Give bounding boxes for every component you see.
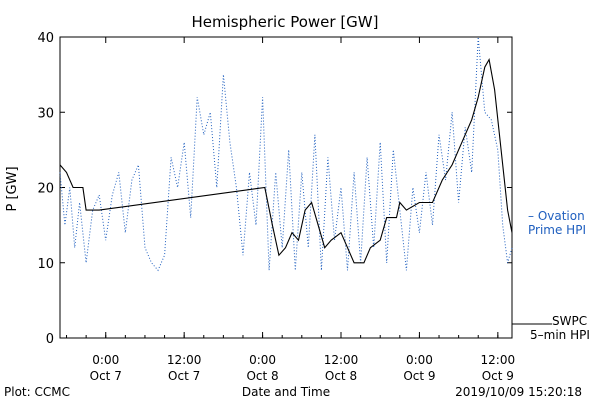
x-tick-label-time: 0:00: [92, 353, 119, 367]
x-tick-label-time: 0:00: [249, 353, 276, 367]
x-tick-label-date: Oct 8: [246, 369, 278, 383]
chart-title: Hemispheric Power [GW]: [192, 13, 379, 31]
x-tick-label-date: Oct 9: [482, 369, 514, 383]
x-axis-ticks: 0:00 Oct 7 12:00 Oct 7 0:00 Oct 8 12:00 Oct 8 0:…: [66, 37, 516, 383]
y-tick-label: 10: [37, 257, 54, 272]
y-axis-ticks: 0 10 20 30 40: [37, 31, 512, 347]
plot-timestamp: 2019/10/09 15:20:18: [455, 385, 582, 399]
y-tick-label: 0: [46, 332, 54, 347]
series-line-ovation: [59, 36, 513, 272]
x-tick-label-date: Oct 9: [403, 369, 435, 383]
legend-swpc-line1: SWPC: [552, 314, 587, 328]
x-axis-label: Date and Time: [242, 385, 330, 399]
y-tick-label: 20: [37, 182, 54, 197]
legend-ovation-line2: Prime HPI: [528, 223, 586, 237]
series-line-swpc: [59, 58, 513, 264]
legend-swpc-line2: 5–min HPI: [530, 328, 590, 342]
y-tick-label: 40: [37, 31, 54, 46]
plot-frame: [59, 36, 513, 339]
legend: – Ovation Prime HPI SWPC 5–min HPI: [512, 209, 590, 342]
legend-ovation-line1: – Ovation: [528, 209, 585, 223]
x-tick-label-time: 12:00: [324, 353, 359, 367]
y-tick-label: 30: [37, 106, 54, 121]
plot-credit: Plot: CCMC: [4, 385, 70, 399]
x-tick-label-time: 12:00: [167, 353, 202, 367]
x-tick-label-time: 0:00: [406, 353, 433, 367]
series-layer: [59, 36, 513, 272]
y-axis-label: P [GW]: [5, 166, 20, 211]
x-tick-label-date: Oct 7: [90, 369, 122, 383]
x-tick-label-date: Oct 7: [168, 369, 200, 383]
x-tick-label-time: 12:00: [481, 353, 516, 367]
x-tick-label-date: Oct 8: [325, 369, 357, 383]
